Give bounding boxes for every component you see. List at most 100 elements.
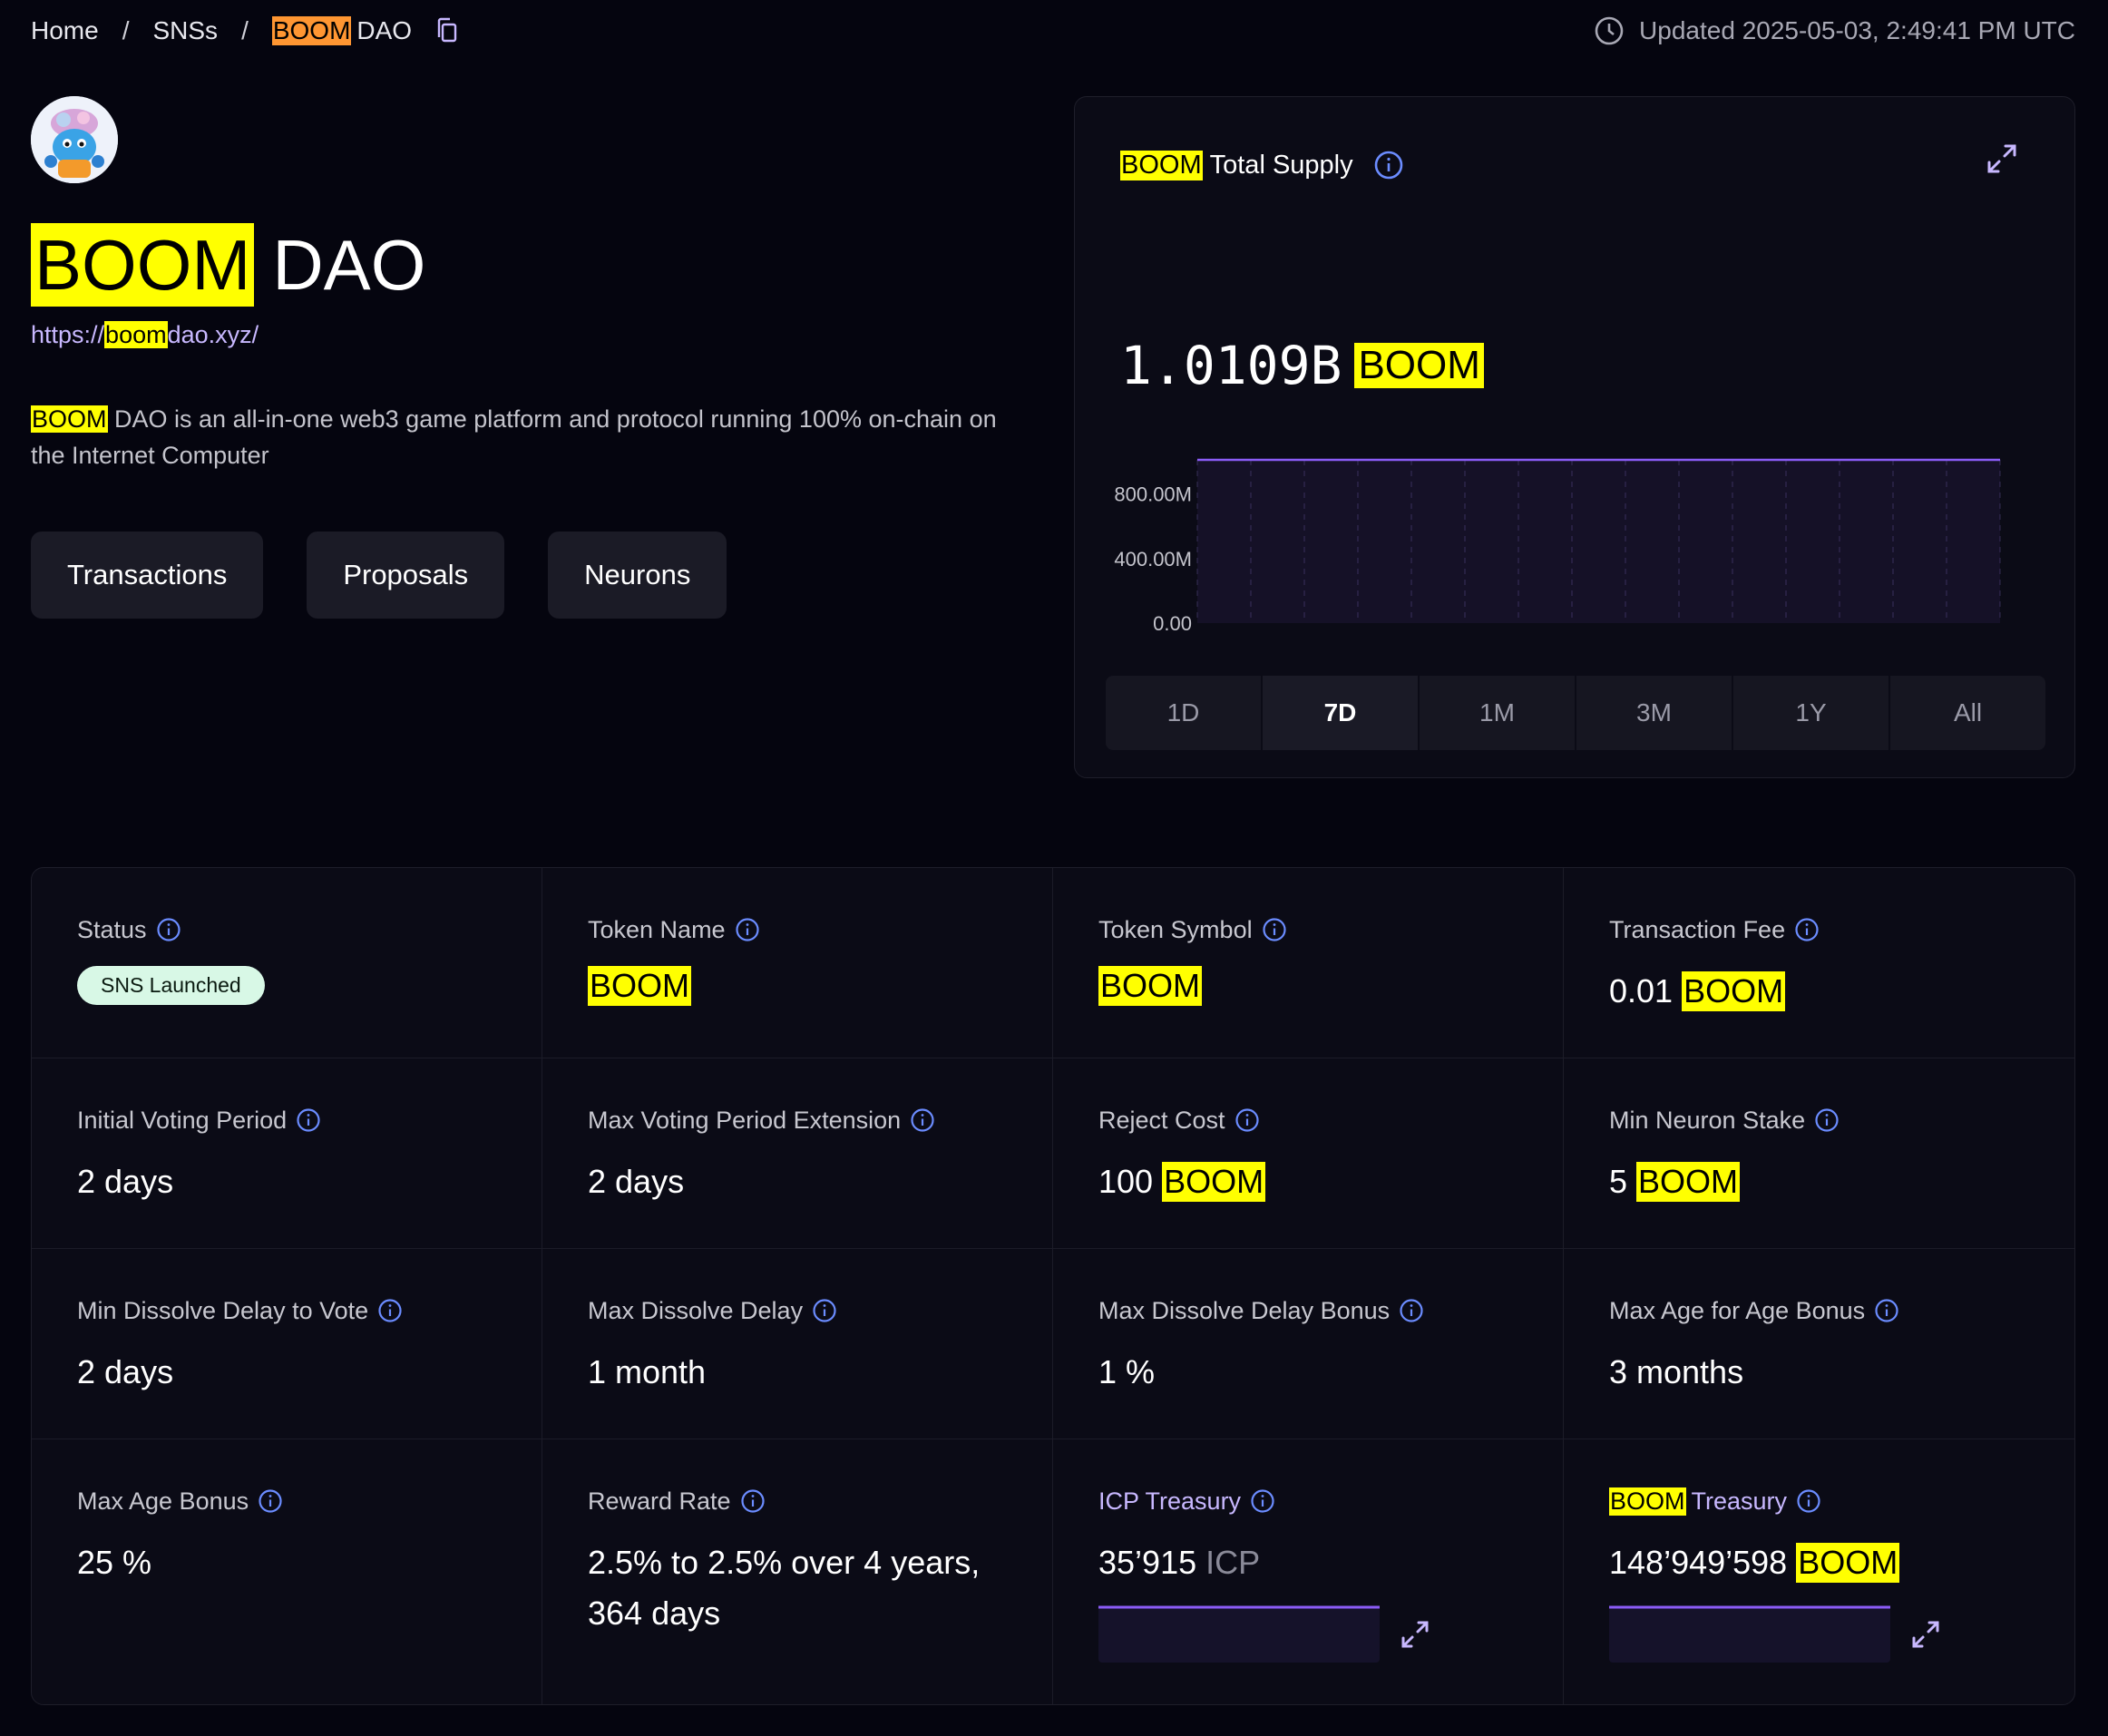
stat-label[interactable]: BOOM Treasury [1609, 1483, 2074, 1519]
series-area [1197, 460, 2000, 623]
info-icon[interactable] [1250, 1488, 1275, 1514]
info-icon[interactable] [910, 1107, 935, 1133]
info-icon[interactable] [740, 1488, 766, 1514]
stake-unit: BOOM [1636, 1162, 1741, 1202]
info-icon[interactable] [812, 1298, 837, 1323]
stat-token-name: Token Name BOOM [542, 868, 1053, 1058]
stat-label-text: Max Age Bonus [77, 1487, 249, 1515]
status-badge: SNS Launched [77, 966, 265, 1005]
description-text: DAO is an all-in-one web3 game platform … [31, 405, 997, 469]
stat-label-text: Min Dissolve Delay to Vote [77, 1296, 369, 1324]
stat-value: 1 month [588, 1353, 707, 1390]
stat-icp-treasury: ICP Treasury 35’915 ICP [1053, 1439, 1564, 1704]
stat-label: Reward Rate [588, 1483, 1052, 1519]
reject-amount: 100 [1098, 1163, 1154, 1200]
breadcrumb: Home / SNSs / BOOM DAO [31, 13, 459, 49]
chart-grid [1196, 460, 2001, 623]
stat-boom-treasury: BOOM Treasury 148’949’598 BOOM [1564, 1439, 2074, 1704]
y-tick-label: 400.00M [1114, 548, 1192, 571]
stat-label-highlight: BOOM [1609, 1487, 1686, 1516]
stat-label: Max Dissolve Delay Bonus [1098, 1292, 1563, 1329]
supply-unit: BOOM [1354, 343, 1484, 388]
boom-treasury-sparkline [1609, 1605, 1890, 1663]
stat-value: 100 BOOM [1098, 1156, 1563, 1207]
stat-max-age-for-bonus: Max Age for Age Bonus 3 months [1564, 1249, 2074, 1439]
supply-chart: 0.00 400.00M 800.00M [1114, 458, 2001, 635]
info-icon[interactable] [1235, 1107, 1260, 1133]
stat-label-text: Max Dissolve Delay [588, 1296, 804, 1324]
title-highlight: BOOM [31, 223, 255, 307]
stat-label-text: ICP Treasury [1098, 1487, 1242, 1515]
info-icon[interactable] [258, 1488, 283, 1514]
stat-value: 2 days [77, 1353, 174, 1390]
range-1y[interactable]: 1Y [1733, 676, 1890, 750]
stat-value: BOOM [588, 966, 1052, 1006]
fee-amount: 0.01 [1609, 972, 1674, 1009]
breadcrumb-separator: / [122, 16, 130, 44]
supply-title-text: Total Supply [1209, 150, 1353, 180]
stat-label-text: Max Age for Age Bonus [1609, 1296, 1866, 1324]
range-7d[interactable]: 7D [1263, 676, 1420, 750]
boom-treasury-unit: BOOM [1796, 1543, 1900, 1583]
stat-token-symbol: Token Symbol BOOM [1053, 868, 1564, 1058]
expand-icon[interactable] [1908, 1617, 1943, 1652]
range-all[interactable]: All [1953, 698, 1983, 727]
range-3m[interactable]: 3M [1576, 676, 1733, 750]
stat-value: BOOM [1098, 966, 1563, 1006]
info-icon[interactable] [1814, 1107, 1840, 1133]
link-suffix: dao.xyz/ [167, 321, 259, 348]
stat-label: Reject Cost [1098, 1102, 1563, 1138]
clock-icon [1595, 16, 1624, 45]
stat-label: Min Neuron Stake [1609, 1102, 2074, 1138]
info-icon[interactable] [1262, 917, 1287, 942]
breadcrumb-current-highlight: BOOM [271, 16, 352, 45]
info-icon[interactable] [735, 917, 760, 942]
description: BOOM DAO is an all-in-one web3 game plat… [31, 401, 1029, 473]
neurons-button[interactable]: Neurons [548, 532, 727, 619]
icp-treasury-amount: 35’915 [1098, 1544, 1197, 1581]
stat-label-text: Treasury [1691, 1487, 1788, 1515]
transactions-button[interactable]: Transactions [31, 532, 264, 619]
stat-value: 5 BOOM [1609, 1156, 2074, 1207]
stat-label: Max Age for Age Bonus [1609, 1292, 2074, 1329]
stat-label: Max Age Bonus [77, 1483, 542, 1519]
range-1m[interactable]: 1M [1420, 676, 1576, 750]
stat-label-text: Token Name [588, 915, 726, 943]
stat-value: 1 % [1098, 1353, 1156, 1390]
time-range-selector: 1D 7D 1M 3M 1Y All [1106, 676, 2045, 750]
stat-label: Max Voting Period Extension [588, 1102, 1052, 1138]
stat-label-text: Token Symbol [1098, 915, 1253, 943]
breadcrumb-current: DAO [356, 16, 413, 44]
boom-treasury-amount: 148’949’598 [1609, 1544, 1788, 1581]
last-updated: Updated 2025-05-03, 2:49:41 PM UTC [1594, 13, 2075, 49]
stat-label[interactable]: ICP Treasury [1098, 1483, 1563, 1519]
website-link[interactable]: https://boomdao.xyz/ [31, 321, 259, 349]
stat-value: 25 % [77, 1544, 152, 1581]
copy-icon[interactable] [435, 17, 459, 44]
expand-icon[interactable] [1398, 1617, 1432, 1652]
breadcrumb-home[interactable]: Home [31, 16, 99, 44]
info-icon[interactable] [1874, 1298, 1899, 1323]
info-icon[interactable] [156, 917, 181, 942]
info-icon[interactable] [1794, 917, 1820, 942]
stat-label-text: Status [77, 915, 147, 943]
stat-min-neuron-stake: Min Neuron Stake 5 BOOM [1564, 1058, 2074, 1249]
range-1d[interactable]: 1D [1106, 676, 1263, 750]
expand-icon[interactable] [1984, 141, 2020, 177]
breadcrumb-separator: / [241, 16, 249, 44]
proposals-button[interactable]: Proposals [307, 532, 505, 619]
info-icon[interactable] [296, 1107, 321, 1133]
token-name-value: BOOM [588, 966, 692, 1006]
stat-label: Max Dissolve Delay [588, 1292, 1052, 1329]
stats-grid: Status SNS Launched Token Name BOOM Toke… [31, 867, 2075, 1705]
stat-status: Status SNS Launched [32, 868, 542, 1058]
breadcrumb-snss[interactable]: SNSs [152, 16, 219, 44]
info-icon[interactable] [1796, 1488, 1821, 1514]
info-icon[interactable] [377, 1298, 403, 1323]
info-icon[interactable] [1373, 150, 1404, 180]
description-highlight: BOOM [31, 405, 108, 433]
stat-transaction-fee: Transaction Fee 0.01 BOOM [1564, 868, 2074, 1058]
stat-max-age-bonus: Max Age Bonus 25 % [32, 1439, 542, 1704]
info-icon[interactable] [1399, 1298, 1424, 1323]
icp-treasury-unit: ICP [1205, 1544, 1261, 1581]
